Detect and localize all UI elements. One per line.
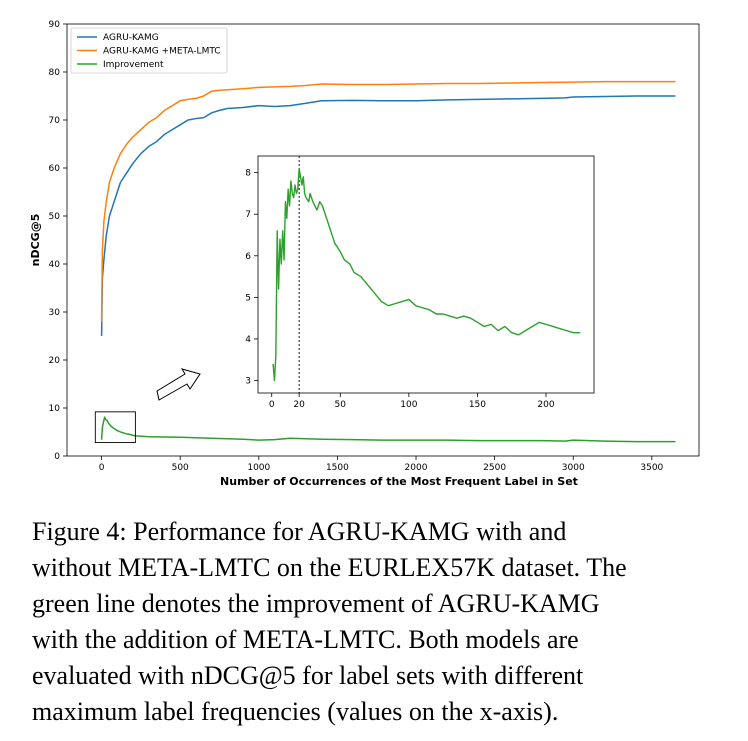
- inset-plot-frame: [257, 155, 595, 394]
- inset-y-tick-label: 4: [245, 335, 251, 345]
- x-axis-title: Number of Occurrences of the Most Freque…: [220, 475, 578, 488]
- arrow-icon: [156, 368, 201, 401]
- x-tick-label: 3000: [562, 463, 585, 473]
- y-tick-label: 90: [49, 20, 61, 30]
- y-tick-label: 20: [49, 356, 61, 366]
- inset-series-line-1: [272, 167, 581, 382]
- caption-line-3: green line denotes the improvement of AG…: [32, 589, 600, 618]
- inset-x-tick-label: 100: [400, 400, 417, 410]
- inset-y-tick-label: 5: [245, 293, 251, 303]
- inset-y-tick-label: 7: [245, 210, 251, 220]
- inset-chart: 3 4 5 6 7 8 0 20 50 100 150 200: [245, 155, 595, 410]
- x-tick-label: 1000: [247, 463, 270, 473]
- y-axis-title: nDCG@5: [29, 214, 42, 267]
- inset-y-tick-label: 6: [245, 252, 251, 262]
- legend-frame: [70, 27, 228, 74]
- zoom-box: [94, 411, 136, 444]
- inset-y-tick-label: 3: [245, 377, 251, 387]
- x-tick-label: 0: [99, 463, 105, 473]
- inset-y-tick-label: 8: [245, 169, 251, 179]
- y-tick-label: 60: [49, 164, 61, 174]
- inset-x-tick-label: 20: [293, 400, 305, 410]
- inset-x-tick-label: 150: [469, 400, 486, 410]
- y-tick-label: 30: [49, 308, 61, 318]
- series-line-2: [100, 80, 676, 322]
- caption-line-1: Figure 4: Performance for AGRU-KAMG with…: [32, 517, 567, 546]
- y-tick-label: 40: [49, 260, 61, 270]
- inset-x-tick-label: 200: [537, 400, 554, 410]
- legend-label-2: AGRU-KAMG +META-LMTC: [103, 47, 221, 57]
- legend-label-1: AGRU-KAMG: [103, 33, 159, 43]
- figure-caption: Figure 4: Performance for AGRU-KAMG with…: [32, 514, 704, 730]
- y-tick-label: 0: [54, 452, 60, 462]
- y-tick-label: 50: [49, 212, 61, 222]
- inset-x-tick-label: 0: [269, 400, 275, 410]
- caption-line-5: evaluated with nDCG@5 for label sets wit…: [32, 661, 584, 690]
- y-tick-label: 70: [49, 116, 61, 126]
- caption-line-4: with the addition of META-LMTC. Both mod…: [32, 625, 579, 654]
- x-tick-label: 2000: [405, 463, 428, 473]
- legend: AGRU-KAMG AGRU-KAMG +META-LMTC Improvement: [70, 27, 228, 74]
- caption-line-2: without META-LMTC on the EURLEX57K datas…: [32, 553, 627, 582]
- caption-line-6: maximum label frequencies (values on the…: [32, 697, 559, 726]
- x-tick-label: 2500: [483, 463, 506, 473]
- y-tick-label: 10: [49, 404, 61, 414]
- inset-x-tick-label: 50: [335, 400, 347, 410]
- series-line-3: [100, 416, 676, 443]
- x-tick-label: 3500: [640, 463, 663, 473]
- x-tick-label: 1500: [326, 463, 349, 473]
- series-line-1: [100, 95, 676, 337]
- y-tick-label: 80: [49, 68, 61, 78]
- legend-label-3: Improvement: [103, 60, 164, 70]
- x-tick-label: 500: [172, 463, 189, 473]
